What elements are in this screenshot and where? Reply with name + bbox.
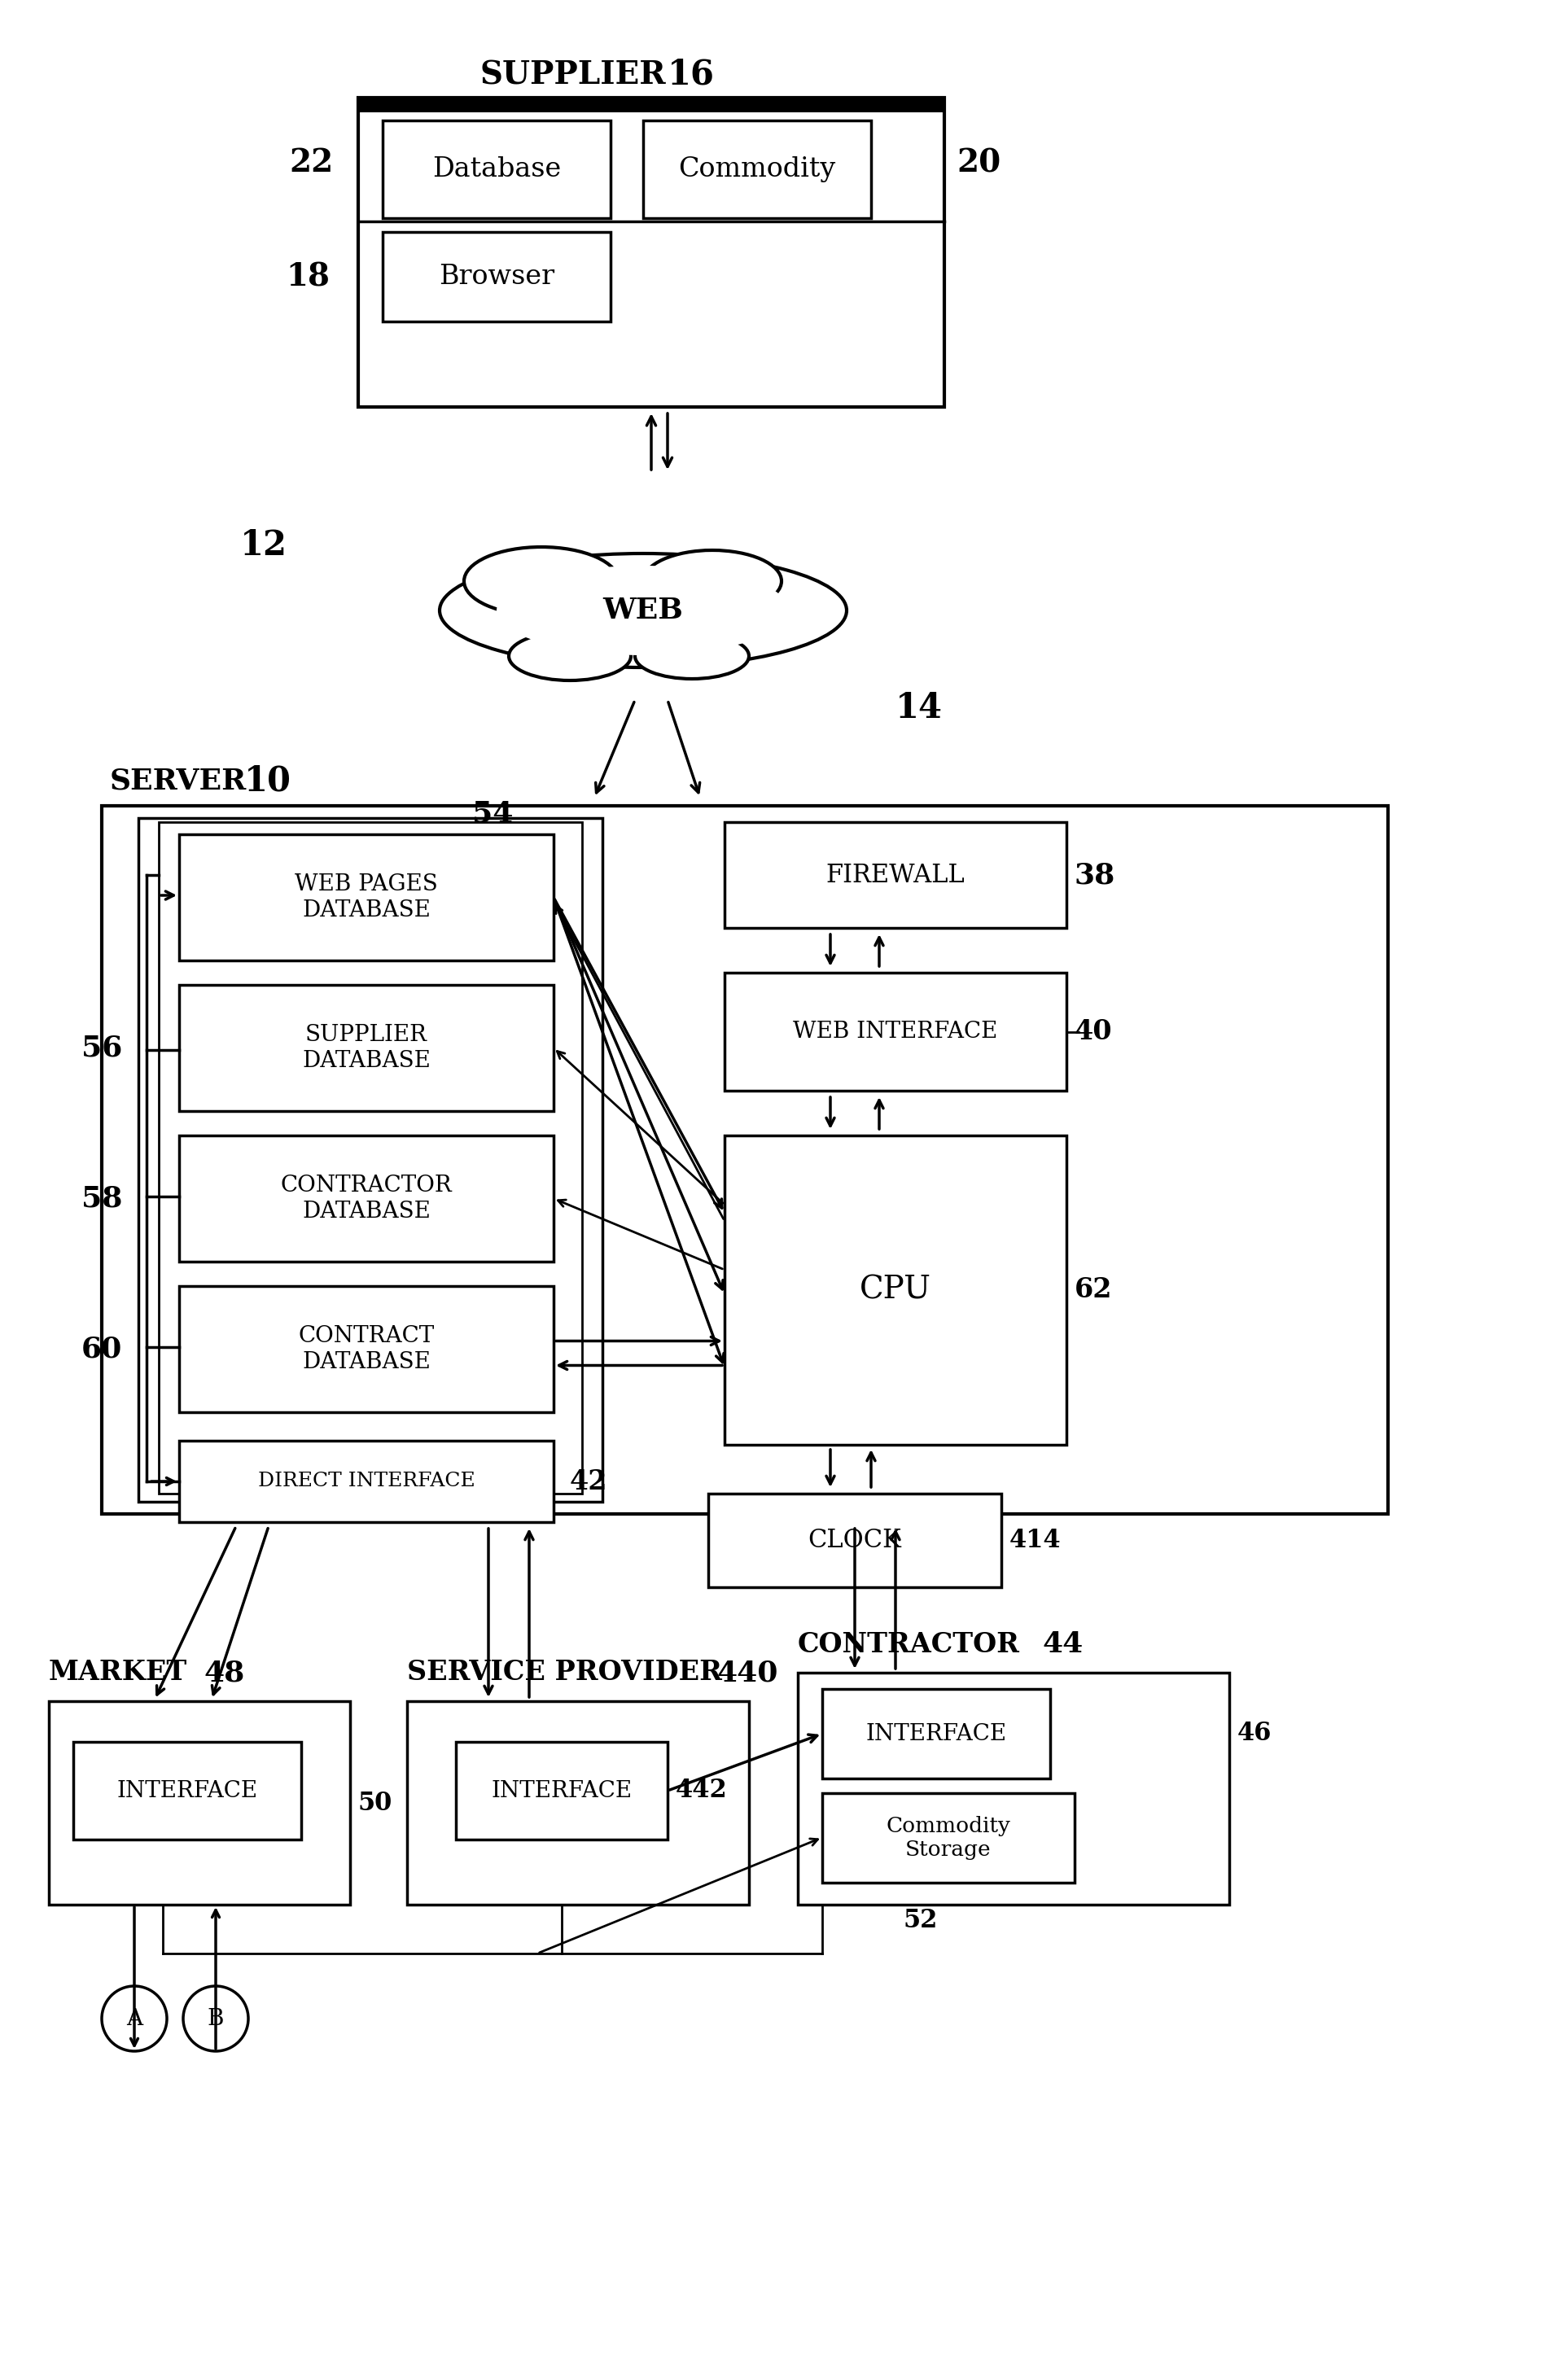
Text: 60: 60 [82,1335,122,1364]
Text: CLOCK: CLOCK [808,1528,902,1554]
Bar [180,1440,553,1523]
Text: 46: 46 [1237,1721,1273,1747]
Text: CPU: CPU [860,1276,932,1304]
Text: INTERFACE: INTERFACE [116,1780,257,1802]
Text: Browser: Browser [439,264,555,290]
Text: 54: 54 [473,800,513,828]
Text: CONTRACT
DATABASE: CONTRACT DATABASE [298,1326,434,1373]
Text: CONTRACTOR: CONTRACTOR [798,1630,1020,1656]
Text: 58: 58 [82,1185,122,1211]
Text: SERVER: SERVER [110,769,246,795]
Bar [822,1690,1051,1778]
Bar [724,973,1066,1090]
Text: 40: 40 [1074,1019,1113,1045]
Text: FIREWALL: FIREWALL [826,862,966,888]
Bar [708,1495,1001,1587]
Text: 414: 414 [1009,1528,1062,1554]
Bar [383,121,611,219]
Ellipse shape [636,633,749,678]
Text: 42: 42 [570,1468,608,1495]
Bar [50,1702,350,1904]
Ellipse shape [463,547,618,616]
Text: 442: 442 [676,1778,727,1804]
Text: INTERFACE: INTERFACE [866,1723,1006,1745]
Ellipse shape [643,550,781,612]
Bar [180,985,553,1111]
Text: Commodity
Storage: Commodity Storage [887,1816,1011,1859]
Text: 52: 52 [904,1909,938,1933]
Text: 14: 14 [896,690,942,726]
Text: WEB INTERFACE: WEB INTERFACE [794,1021,998,1042]
Ellipse shape [496,566,789,654]
Text: SERVICE PROVIDER: SERVICE PROVIDER [408,1659,722,1685]
Bar [180,1135,553,1261]
Text: A: A [126,2009,143,2030]
Bar [358,98,944,407]
Text: MARKET: MARKET [50,1659,188,1685]
Text: 18: 18 [285,262,330,293]
Text: 22: 22 [290,148,333,178]
Bar [643,121,871,219]
Bar [798,1673,1229,1904]
Text: 44: 44 [1042,1630,1083,1659]
Bar [138,819,603,1502]
Bar [822,1792,1074,1883]
Text: 56: 56 [82,1035,122,1061]
Bar [180,1285,553,1411]
Ellipse shape [508,631,631,681]
Bar [73,1742,301,1840]
Text: SUPPLIER
DATABASE: SUPPLIER DATABASE [302,1023,431,1071]
Bar [158,821,583,1495]
Text: 440: 440 [716,1659,778,1687]
Bar [724,1135,1066,1445]
Text: Database: Database [432,157,561,183]
Ellipse shape [440,555,846,666]
Bar [408,1702,749,1904]
Text: 20: 20 [956,148,1001,178]
Bar [358,98,944,112]
Bar [383,231,611,321]
Text: INTERFACE: INTERFACE [491,1780,632,1802]
Text: 50: 50 [358,1790,392,1816]
Text: WEB PAGES
DATABASE: WEB PAGES DATABASE [294,873,437,921]
Text: B: B [208,2009,225,2030]
Text: 10: 10 [245,764,291,797]
Bar [456,1742,668,1840]
Bar [180,835,553,962]
Bar [102,807,1387,1514]
Bar [724,821,1066,928]
Text: 16: 16 [668,57,715,93]
Text: 12: 12 [240,528,287,562]
Text: CONTRACTOR
DATABASE: CONTRACTOR DATABASE [281,1176,453,1223]
Text: 38: 38 [1074,862,1116,888]
Text: 48: 48 [203,1659,245,1687]
Text: SUPPLIER: SUPPLIER [480,60,666,90]
Text: 62: 62 [1074,1276,1113,1304]
Text: DIRECT INTERFACE: DIRECT INTERFACE [257,1473,474,1490]
Text: WEB: WEB [603,597,684,624]
Text: Commodity: Commodity [679,157,835,183]
